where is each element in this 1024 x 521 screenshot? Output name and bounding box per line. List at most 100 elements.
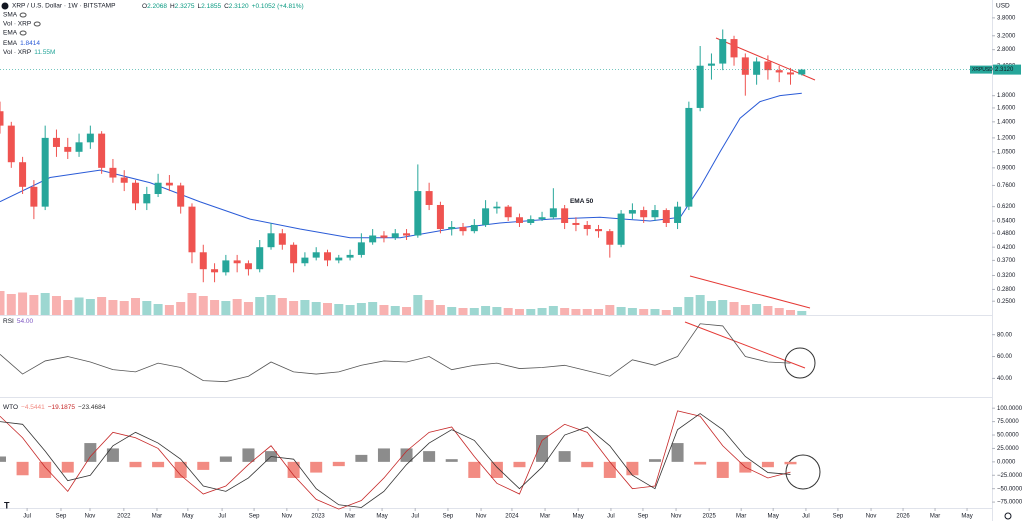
- indicator-name: SMA: [3, 12, 18, 19]
- ohlc-label: H: [170, 3, 175, 10]
- x-tick-label: Mar: [540, 514, 550, 520]
- histogram-bar: [445, 459, 458, 462]
- y-tick-label: −25.0000: [997, 473, 1023, 479]
- volume-bar: [639, 309, 649, 315]
- candle-body: [335, 257, 343, 261]
- volume-bar: [74, 297, 84, 315]
- y-tick-label: 0.6200: [997, 204, 1016, 210]
- y-tick-label: 2.8000: [997, 47, 1016, 53]
- volume-bar: [695, 295, 705, 315]
- x-tick-label: Mar: [345, 514, 355, 520]
- y-tick-label: 0.9000: [997, 165, 1016, 171]
- indicator-name: EMA: [3, 30, 18, 37]
- candle-body: [606, 231, 614, 245]
- candle-body: [301, 257, 309, 264]
- trendline[interactable]: [689, 275, 811, 309]
- ema-readout: EMA 1.8414: [3, 40, 40, 47]
- candle-body: [75, 142, 83, 152]
- y-tick-label: 0.3700: [997, 258, 1016, 264]
- ohlc-label: C: [224, 3, 229, 10]
- candle-body: [696, 65, 704, 108]
- candle-body: [188, 206, 196, 253]
- ohlc-value: 2.2068: [147, 3, 167, 10]
- candle-body: [256, 247, 264, 270]
- visibility-icon[interactable]: [19, 30, 27, 36]
- volume-bar: [119, 301, 129, 315]
- histogram-bar: [39, 461, 52, 478]
- candle-body: [798, 69, 806, 75]
- candle-body: [165, 182, 173, 186]
- candle-body: [741, 57, 749, 75]
- visibility-icon[interactable]: [19, 12, 27, 18]
- candle-body: [380, 235, 388, 238]
- volume-bar: [108, 300, 118, 315]
- volume-bar: [785, 310, 795, 315]
- candle-body: [436, 204, 444, 230]
- volume-bar: [706, 301, 716, 315]
- volume-bar: [447, 307, 457, 315]
- candle-body: [527, 219, 535, 223]
- candle-body: [369, 235, 377, 243]
- volume-bar: [164, 305, 174, 315]
- y-tick-label: 80.00: [997, 332, 1013, 338]
- symbol-name: XRP / U.S. Dollar · 1W · BITSTAMP: [12, 3, 115, 10]
- rsi-line: [0, 323, 791, 383]
- ohlc-value: 2.1855: [201, 3, 221, 10]
- candle-body: [425, 191, 433, 205]
- visibility-icon[interactable]: [33, 21, 41, 27]
- candle-body: [583, 224, 591, 230]
- settings-icon[interactable]: [1004, 512, 1012, 520]
- x-tick-label: Mar: [930, 514, 940, 520]
- volume-bar: [300, 300, 310, 315]
- histogram-bar: [400, 448, 413, 462]
- pane-title: WTO −4.5441 −19.1875 −23.4684: [3, 404, 106, 411]
- histogram-bar: [84, 443, 97, 462]
- x-tick-label: Nov: [282, 514, 293, 520]
- x-tick-label: 2024: [505, 514, 519, 520]
- indicator-name: Vol · XRP: [3, 21, 31, 28]
- volume-bar: [51, 296, 61, 315]
- y-tick-label: 100.0000: [997, 406, 1023, 412]
- x-tick-label: Nov: [671, 514, 682, 520]
- volume-bar: [718, 300, 728, 315]
- candle-body: [707, 63, 715, 66]
- candle-body: [244, 263, 252, 270]
- volume-bar: [379, 305, 389, 315]
- y-tick-label: 0.2500: [997, 299, 1016, 305]
- candle-body: [199, 252, 207, 270]
- x-tick-label: Nov: [476, 514, 487, 520]
- x-tick-label: Mar: [736, 514, 746, 520]
- candle-body: [109, 167, 117, 178]
- logo[interactable]: T: [4, 500, 10, 510]
- x-tick-label: Jul: [411, 514, 419, 520]
- volume-bar: [6, 294, 16, 315]
- y-tick-label: 60.00: [997, 354, 1013, 360]
- x-tick-label: 2022: [117, 514, 131, 520]
- indicator-value: 54.00: [17, 318, 34, 325]
- volume-bar: [289, 301, 299, 315]
- volume-bar: [514, 309, 524, 315]
- candle-body: [98, 133, 106, 168]
- volume-bar: [277, 298, 287, 315]
- volume-bar: [458, 308, 468, 315]
- candle-body: [538, 217, 546, 220]
- y-tick-label: 0.4800: [997, 231, 1016, 237]
- histogram-bar: [423, 451, 436, 462]
- histogram-bar: [761, 461, 774, 468]
- volume-bar: [582, 309, 592, 315]
- y-tick-label: 0.3200: [997, 273, 1016, 279]
- volume-bar: [481, 306, 491, 315]
- histogram-bar: [536, 435, 549, 462]
- candle-body: [290, 244, 298, 264]
- highlight-circle[interactable]: [785, 454, 821, 490]
- y-tick-label: 0.4200: [997, 245, 1016, 251]
- x-tick-label: Sep: [443, 514, 454, 520]
- candle-body: [786, 72, 794, 75]
- candle-body: [628, 210, 636, 214]
- candle-body: [143, 194, 151, 204]
- volume-bar: [752, 304, 762, 315]
- x-tick-label: Mar: [152, 514, 162, 520]
- candle-body: [572, 222, 580, 225]
- indicator-value: −23.4684: [78, 404, 106, 411]
- volume-bar: [322, 303, 332, 315]
